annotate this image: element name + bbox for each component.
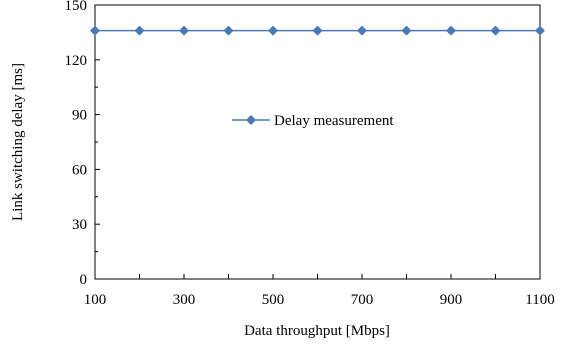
data-point-diamond (535, 25, 545, 36)
y-axis-ticks: 0 30 60 90 120 150 (65, 0, 100, 288)
y-tick-label: 0 (80, 272, 88, 288)
x-axis-label: Data throughput [Mbps] (244, 323, 390, 339)
data-point-diamond (357, 25, 367, 36)
data-point-diamond (134, 25, 145, 36)
data-point-diamond (268, 25, 278, 36)
x-tick-label: 1100 (525, 292, 554, 308)
x-tick-label: 900 (440, 292, 463, 308)
data-point-diamond (312, 25, 323, 36)
y-tick-label: 120 (65, 53, 88, 69)
y-tick-label: 60 (72, 162, 87, 178)
data-point-diamond (223, 25, 234, 36)
legend: Delay measurement (232, 113, 394, 129)
data-point-diamond (490, 25, 501, 36)
x-tick-label: 100 (84, 292, 107, 308)
y-axis-label: Link switching delay [ms] (10, 63, 26, 221)
x-tick-label: 300 (173, 292, 196, 308)
data-point-diamond (90, 25, 100, 36)
x-axis-ticks: 100 300 500 700 900 1100 (84, 274, 555, 308)
series-group (90, 25, 545, 36)
y-tick-label: 150 (65, 0, 88, 14)
y-tick-label: 90 (72, 108, 87, 124)
data-point-diamond (179, 25, 189, 36)
y-tick-label: 30 (72, 217, 87, 233)
data-point-diamond (446, 25, 456, 36)
x-tick-label: 700 (351, 292, 374, 308)
data-point-diamond (401, 25, 412, 36)
legend-marker-diamond (246, 115, 256, 125)
legend-label: Delay measurement (274, 113, 394, 129)
plot-area (94, 4, 541, 280)
x-tick-label: 500 (262, 292, 285, 308)
